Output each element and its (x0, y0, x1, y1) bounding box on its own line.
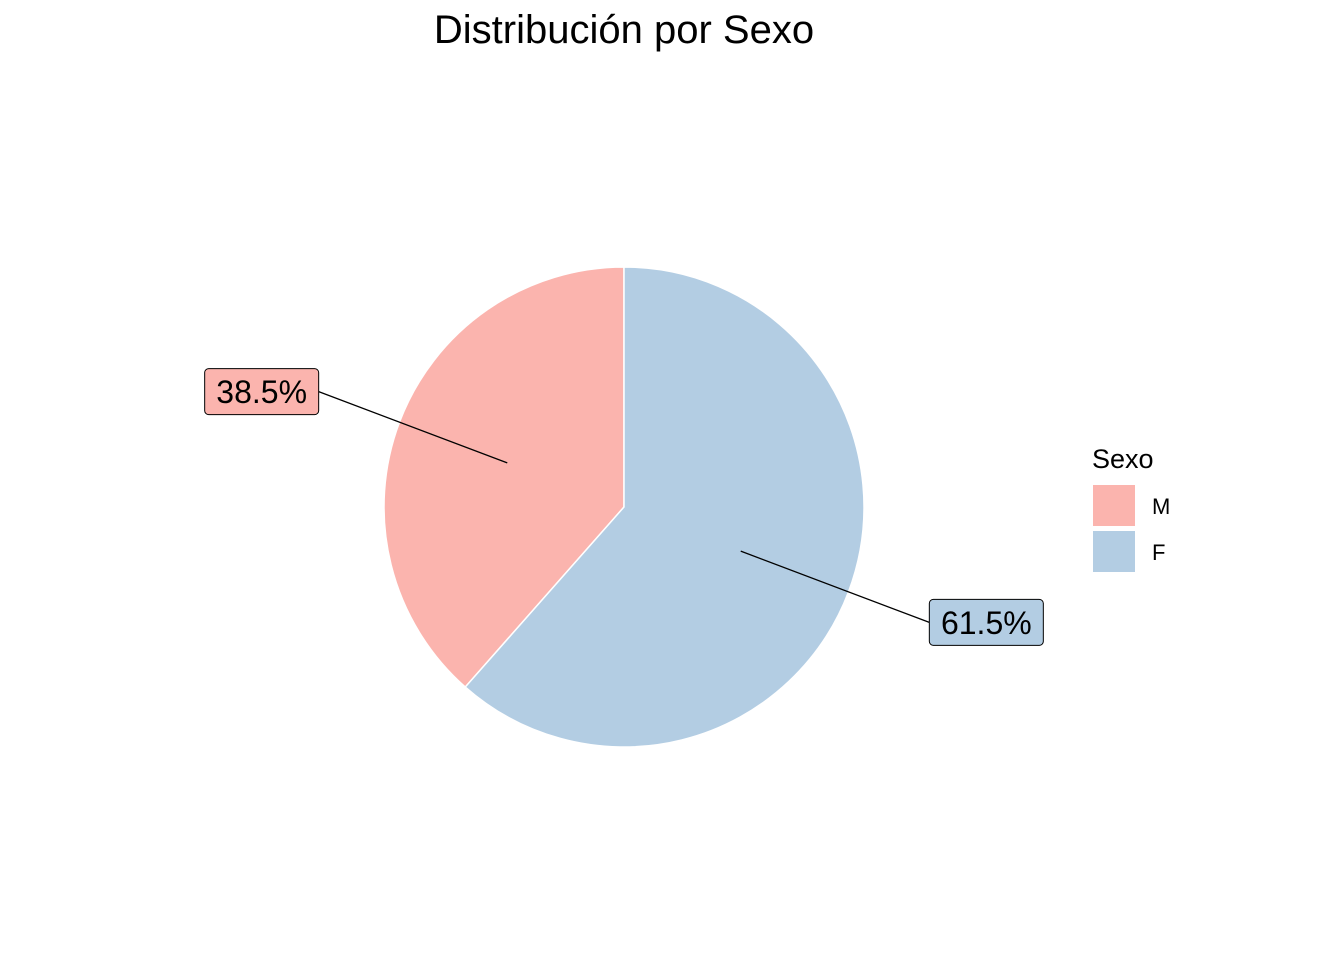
leader-line-m (318, 391, 508, 464)
legend-key-m (1093, 485, 1135, 526)
legend: Sexo MF (1092, 444, 1170, 572)
data-label-f: 61.5% (941, 605, 1032, 641)
data-label-box-m (204, 368, 320, 416)
legend-label-f: F (1152, 540, 1165, 565)
legend-title: Sexo (1092, 444, 1154, 474)
labels-layer: 38.5% 61.5% (204, 368, 1044, 646)
data-label-box-f (928, 598, 1044, 646)
legend-key-f (1093, 531, 1135, 572)
data-label-m: 38.5% (216, 374, 307, 410)
legend-label-m: M (1152, 494, 1170, 519)
slices-layer (383, 266, 865, 748)
leader-line-f (740, 550, 930, 623)
chart-title: Distribución por Sexo (433, 8, 815, 52)
